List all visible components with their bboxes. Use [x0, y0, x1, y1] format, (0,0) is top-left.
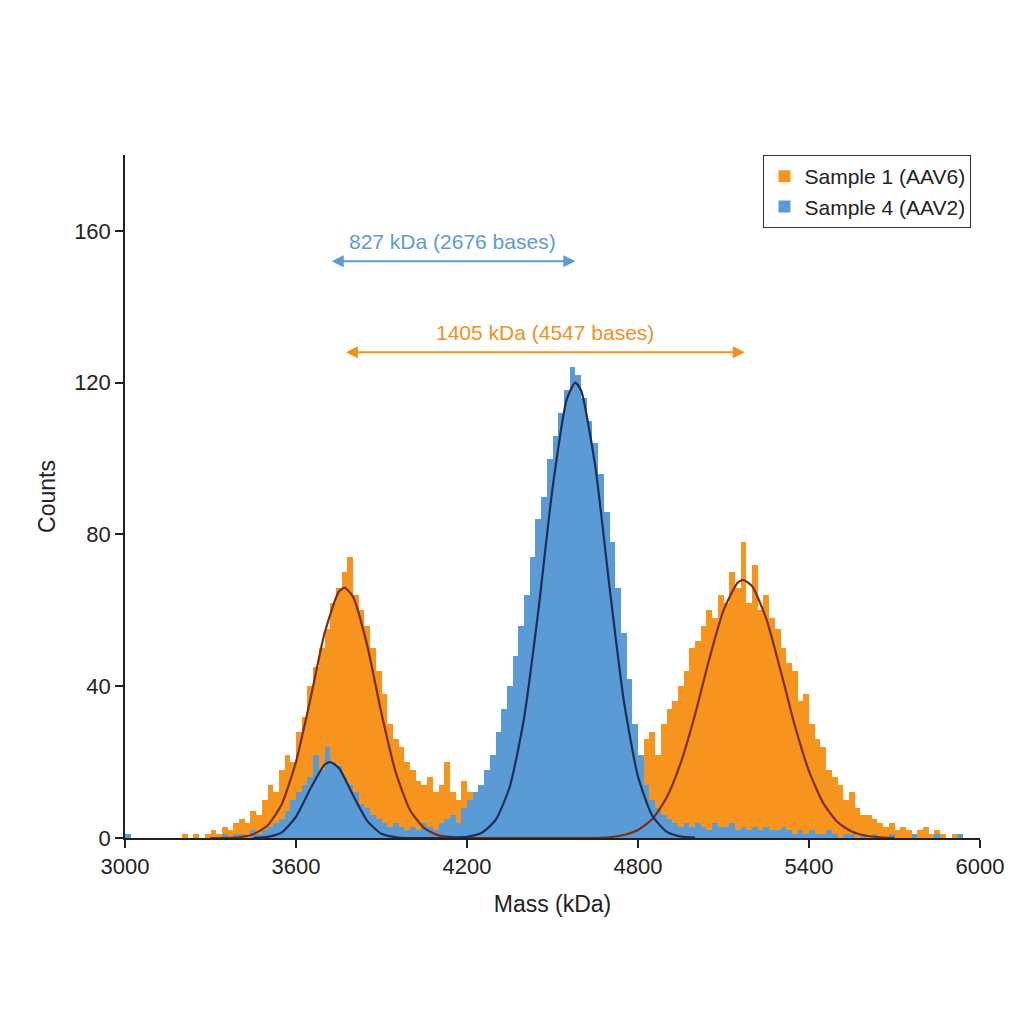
svg-text:Sample 1 (AAV6): Sample 1 (AAV6): [804, 165, 965, 188]
svg-text:1405 kDa (4547 bases): 1405 kDa (4547 bases): [436, 321, 654, 344]
svg-text:3000: 3000: [101, 854, 150, 879]
svg-text:5400: 5400: [785, 854, 834, 879]
svg-text:Mass (kDa): Mass (kDa): [494, 891, 612, 917]
svg-text:4800: 4800: [614, 854, 663, 879]
svg-text:0: 0: [99, 826, 111, 851]
svg-text:160: 160: [74, 219, 111, 244]
svg-text:4200: 4200: [443, 854, 492, 879]
svg-text:80: 80: [86, 522, 110, 547]
svg-text:Counts: Counts: [34, 460, 60, 533]
svg-text:6000: 6000: [956, 854, 1005, 879]
svg-text:40: 40: [86, 674, 110, 699]
svg-text:Sample 4 (AAV2): Sample 4 (AAV2): [804, 196, 965, 219]
svg-text:120: 120: [74, 370, 111, 395]
svg-text:3600: 3600: [272, 854, 321, 879]
svg-text:827 kDa (2676 bases): 827 kDa (2676 bases): [349, 230, 556, 253]
